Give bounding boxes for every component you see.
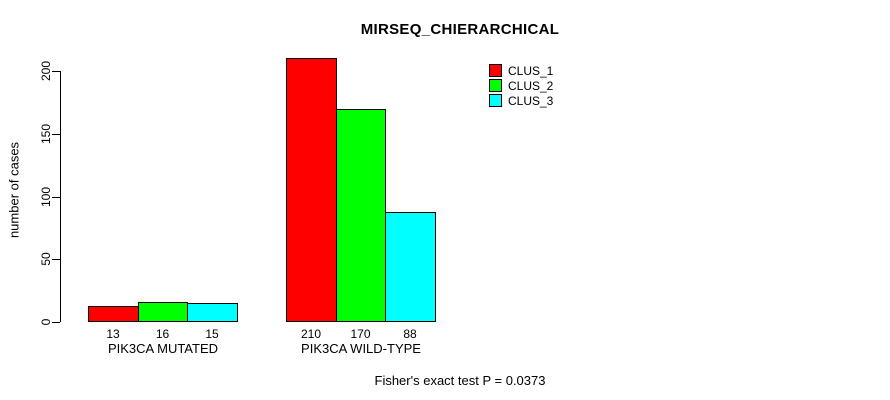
y-axis-tick-label: 150 (39, 123, 53, 145)
y-axis-tick (52, 322, 60, 323)
bar-value-label: 210 (300, 327, 322, 341)
bar-value-label: 88 (403, 327, 417, 341)
legend-swatch (489, 94, 502, 107)
x-category-label: PIK3CA WILD-TYPE (301, 341, 421, 356)
bar-clus_3 (187, 303, 238, 322)
bar-clus_3 (385, 212, 436, 322)
y-axis-line (60, 71, 61, 322)
legend-label: CLUS_1 (508, 63, 554, 78)
y-axis-tick-label: 50 (39, 252, 53, 266)
y-axis-tick (52, 197, 60, 198)
x-category-label: PIK3CA MUTATED (107, 341, 219, 356)
legend-label: CLUS_3 (508, 93, 554, 108)
bar-clus_2 (336, 109, 386, 322)
legend-item: CLUS_1 (489, 63, 553, 78)
bar-clus_1 (286, 58, 337, 322)
y-axis-tick-label: 0 (39, 318, 53, 326)
legend-item: CLUS_2 (489, 78, 553, 93)
bar-value-label: 15 (205, 327, 219, 341)
legend: CLUS_1 CLUS_2 CLUS_3 (489, 63, 553, 108)
bar-value-label: 16 (155, 327, 170, 341)
bar-clus_2 (138, 302, 188, 322)
y-axis-tick (52, 71, 60, 72)
y-axis-tick-label: 200 (39, 60, 53, 82)
y-axis-tick-label: 100 (39, 186, 53, 208)
chart-title: MIRSEQ_CHIERARCHICAL (360, 21, 560, 38)
legend-swatch (489, 79, 502, 92)
footnote-text: Fisher's exact test P = 0.0373 (374, 373, 546, 388)
y-axis-tick (52, 134, 60, 135)
legend-label: CLUS_2 (508, 78, 554, 93)
bar-value-label: 13 (106, 327, 120, 341)
legend-swatch (489, 64, 502, 77)
bar-clus_1 (88, 306, 139, 322)
bar-value-label: 170 (350, 327, 371, 341)
y-axis-tick (52, 259, 60, 260)
legend-item: CLUS_3 (489, 93, 553, 108)
y-axis-label: number of cases (6, 141, 22, 239)
